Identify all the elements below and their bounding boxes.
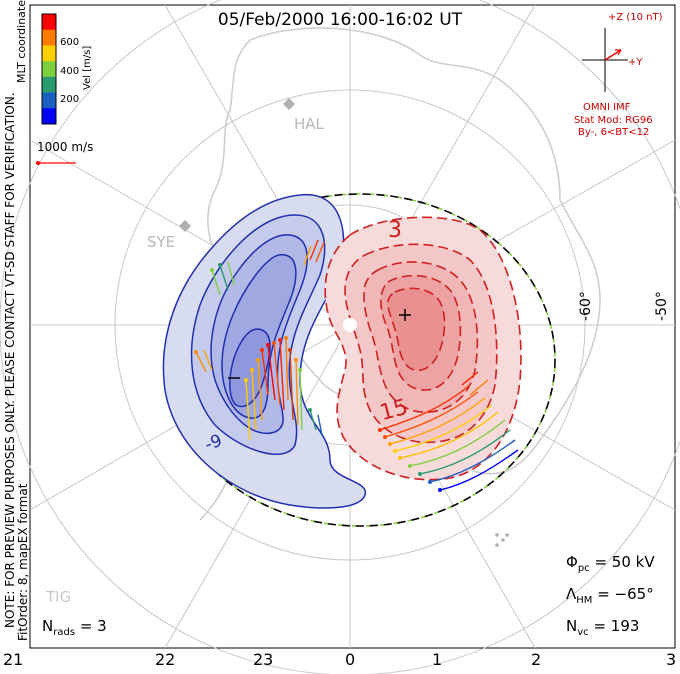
colorbar-segment — [42, 45, 56, 62]
latitude-label-50: -50° — [654, 291, 670, 321]
colorbar-tick-400: 400 — [60, 66, 80, 77]
station-dots-small — [495, 533, 509, 547]
phi-subscript: pc — [577, 563, 590, 574]
velocity-vector-dots-dusk — [194, 263, 312, 412]
lambda-symbol: Λ — [566, 585, 577, 603]
imf-dial — [582, 28, 628, 92]
cross-polar-potential: Φpc = 50 kV — [566, 553, 655, 574]
hmb-latitude: ΛHM = −65° — [566, 585, 654, 606]
colorbar-segment — [42, 92, 56, 109]
station-label-hal: HAL — [294, 115, 324, 133]
nvc-value: = 193 — [593, 617, 640, 635]
colorbar-border — [41, 13, 57, 125]
pole-marker — [343, 318, 357, 332]
map-title: 05/Feb/2000 16:00-16:02 UT — [217, 10, 463, 30]
imf-z-label: +Z (10 nT) — [608, 12, 663, 23]
contour-label-3: 3 — [388, 218, 402, 243]
mlt-label-22: 22 — [155, 650, 176, 669]
negative-potential-cell — [162, 193, 366, 509]
colorbar-label: Vel [m/s] — [82, 45, 93, 90]
velocity-vector-dots-dawn — [378, 428, 442, 492]
phi-symbol: Φ — [566, 553, 578, 571]
reference-vector-label: 1000 m/s — [37, 140, 94, 154]
imf-source: OMNI IMF — [583, 102, 631, 113]
mlt-label-2: 2 — [531, 650, 542, 669]
velocity-colorbar — [41, 13, 57, 125]
nvc-symbol: N — [566, 617, 578, 635]
station-marker-sye — [179, 220, 191, 232]
colorbar-tick-600: 600 — [60, 37, 80, 48]
colorbar-segment — [42, 14, 56, 31]
preview-notice: NOTE: FOR PREVIEW PURPOSES ONLY. PLEASE … — [3, 92, 17, 628]
velocity-vectors-dawn — [379, 371, 519, 491]
station-label-sye: SYE — [147, 233, 176, 251]
station-label-tig: TIG — [46, 588, 72, 606]
imf-y-label: +Y — [628, 57, 643, 68]
lambda-subscript: HM — [576, 595, 593, 606]
colorbar-segment — [42, 61, 56, 78]
positive-potential-cell — [324, 216, 522, 481]
mlt-label-0: 0 — [345, 650, 356, 669]
imf-condition: By-, 6<BT<12 — [578, 127, 650, 138]
velocity-vectors-dusk — [195, 239, 325, 441]
positive-centre-marker — [399, 309, 411, 321]
mlt-label-21: 21 — [3, 650, 24, 669]
colorbar-segment — [42, 29, 56, 46]
colorbar-segment — [42, 76, 56, 94]
fit-info: FitOrder: 8, mapEX format — [16, 483, 30, 641]
imf-model: Stat Mod: RG96 — [574, 115, 653, 126]
nrads-value: = 3 — [79, 617, 107, 635]
mlt-label-23: 23 — [253, 650, 274, 669]
nrads-symbol: N — [42, 617, 54, 635]
hmb-green-dash — [164, 193, 556, 527]
mlt-label-3: 3 — [666, 650, 677, 669]
phi-value: = 50 kV — [594, 553, 655, 571]
coordinate-system-label: MLT coordinates — [15, 0, 28, 83]
nvc-subscript: vc — [577, 627, 589, 638]
latitude-label-60: -60° — [578, 291, 594, 321]
vector-count: Nvc = 193 — [566, 617, 639, 638]
mlt-label-1: 1 — [432, 650, 443, 669]
colorbar-tick-200: 200 — [60, 94, 80, 105]
radar-count: Nrads = 3 — [42, 617, 107, 638]
lambda-value: = −65° — [597, 585, 654, 603]
station-marker-hal — [283, 98, 295, 110]
nrads-subscript: rads — [53, 627, 76, 638]
colorbar-segment — [42, 108, 56, 125]
reference-vector — [36, 161, 76, 165]
